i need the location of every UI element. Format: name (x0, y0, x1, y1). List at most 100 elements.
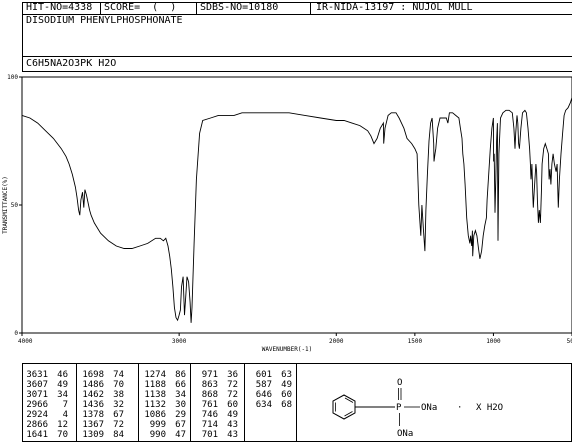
plot-area-border (21, 76, 572, 334)
peak-wavenumber: 746 (201, 410, 218, 420)
peak-wavenumber: 1462 (82, 390, 104, 400)
peak-wavenumber: 1132 (144, 400, 166, 410)
header-top-border (22, 2, 572, 3)
y-axis-label: TRANSMITTANCE(%) (2, 176, 9, 234)
peak-row: 990 47 (142, 430, 186, 440)
peak-wavenumber: 1309 (82, 430, 104, 440)
sdbs-number: SDBS-NO=10180 (200, 2, 279, 13)
peak-col-sep-4 (244, 363, 245, 442)
x-tick-label: 1500 (408, 338, 423, 345)
peak-transmittance: 67 (113, 410, 124, 420)
peak-row: 761 60 (194, 400, 238, 410)
peak-transmittance: 70 (113, 380, 124, 390)
peak-table-top-border (22, 363, 572, 364)
compound-name: DISODIUM PHENYLPHOSPHONATE (26, 15, 183, 26)
peak-row: 1086 29 (142, 410, 186, 420)
peak-row: 701 43 (194, 430, 238, 440)
peak-row: 1367 72 (80, 420, 124, 430)
peak-wavenumber: 999 (149, 420, 166, 430)
hit-number: HIT-NO=4338 (26, 2, 93, 13)
peak-wavenumber: 1086 (144, 410, 166, 420)
y-axis: 100 50 0 (7, 74, 22, 337)
peak-row: 746 49 (194, 410, 238, 420)
peak-column: 1274 86 1188 66 1138 34 1132 30 1086 29 999 67 990 47 (142, 370, 186, 440)
ona-group-right: ONa (421, 403, 437, 413)
peak-wavenumber: 646 (255, 390, 272, 400)
peak-row: 2966 7 (24, 400, 68, 410)
header-sep-a (100, 2, 101, 14)
peak-table-left-border (22, 363, 23, 442)
peak-row: 1132 30 (142, 400, 186, 410)
peak-wavenumber: 868 (201, 390, 218, 400)
peak-wavenumber: 3071 (26, 390, 48, 400)
peak-wavenumber: 634 (255, 400, 272, 410)
x-tick-label: 500 (567, 338, 572, 345)
x-tick-label: 1000 (486, 338, 501, 345)
header-divider-3 (22, 71, 572, 72)
peak-wavenumber: 1188 (144, 380, 166, 390)
ring-double-bond-2 (344, 411, 353, 417)
hydrate-dot: · (457, 403, 462, 413)
peak-wavenumber: 3631 (26, 370, 48, 380)
peak-transmittance: 34 (175, 390, 186, 400)
peak-row: 1641 70 (24, 430, 68, 440)
peak-row: 714 43 (194, 420, 238, 430)
peak-wavenumber: 1641 (26, 430, 48, 440)
peak-row: 863 72 (194, 380, 238, 390)
peak-column: 3631 46 3607 49 3071 34 2966 7 2924 4 2866 12 1641 70 (24, 370, 68, 440)
peak-transmittance: 29 (175, 410, 186, 420)
benzene-ring (332, 394, 356, 420)
ona-group-bottom: ONa (397, 429, 413, 439)
peak-wavenumber: 863 (201, 380, 218, 390)
peak-row: 1274 86 (142, 370, 186, 380)
x-tick-label: 2000 (329, 338, 344, 345)
x-axis: 4000 3000 2000 1500 1000 500 (18, 333, 572, 345)
score-field: SCORE= ( ) (104, 2, 177, 13)
peak-transmittance: 36 (227, 370, 238, 380)
peak-col-sep-2 (138, 363, 139, 442)
peak-row: 1436 32 (80, 400, 124, 410)
peak-transmittance: 60 (281, 390, 292, 400)
peak-table-bottom-border (22, 441, 572, 442)
phosphorus-atom: P (396, 403, 402, 413)
peak-column: 601 63 587 49 646 60 634 68 (248, 370, 292, 410)
peak-transmittance: 68 (281, 400, 292, 410)
peak-row: 971 36 (194, 370, 238, 380)
peak-transmittance: 70 (57, 430, 68, 440)
peak-row: 1309 84 (80, 430, 124, 440)
peak-transmittance: 60 (227, 400, 238, 410)
peak-transmittance: 72 (227, 390, 238, 400)
peak-transmittance: 34 (57, 390, 68, 400)
chemical-structure: P O ONa ONa · X H2O (332, 378, 503, 439)
peak-row: 2924 4 (24, 410, 68, 420)
peak-transmittance: 38 (113, 390, 124, 400)
peak-wavenumber: 1378 (82, 410, 104, 420)
peak-wavenumber: 1486 (82, 380, 104, 390)
peak-transmittance: 7 (62, 400, 68, 410)
peak-transmittance: 12 (57, 420, 68, 430)
header-sep-c (310, 2, 311, 14)
peak-row: 1486 70 (80, 380, 124, 390)
peak-row: 587 49 (248, 380, 292, 390)
peak-row: 3071 34 (24, 390, 68, 400)
y-tick-label: 100 (7, 74, 18, 81)
peak-row: 601 63 (248, 370, 292, 380)
x-tick-label: 4000 (18, 338, 33, 345)
peak-row: 1462 38 (80, 390, 124, 400)
peak-wavenumber: 701 (201, 430, 218, 440)
peak-transmittance: 66 (175, 380, 186, 390)
ring-double-bond-1 (344, 397, 354, 403)
header-divider-2 (22, 56, 572, 57)
peak-wavenumber: 714 (201, 420, 218, 430)
header-left-border (22, 2, 23, 72)
peak-transmittance: 86 (175, 370, 186, 380)
peak-wavenumber: 587 (255, 380, 272, 390)
y-tick-label: 50 (11, 202, 19, 209)
peak-row: 868 72 (194, 390, 238, 400)
peak-transmittance: 46 (57, 370, 68, 380)
peak-transmittance: 32 (113, 400, 124, 410)
peak-wavenumber: 990 (149, 430, 166, 440)
peak-wavenumber: 1698 (82, 370, 104, 380)
peak-col-sep-1 (76, 363, 77, 442)
